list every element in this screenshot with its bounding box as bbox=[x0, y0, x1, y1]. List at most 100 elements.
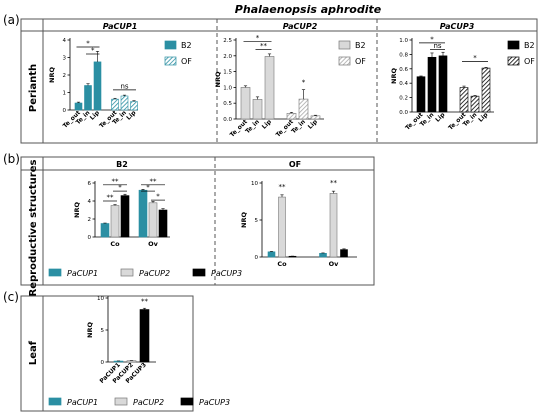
x-category-label: Lip bbox=[125, 109, 138, 122]
bar bbox=[310, 115, 321, 120]
bar bbox=[139, 309, 150, 363]
legend-swatch bbox=[507, 56, 520, 66]
legend-swatch bbox=[180, 397, 194, 406]
y-tick-label: 10 bbox=[251, 181, 258, 187]
y-axis-label: NRQ bbox=[73, 202, 81, 218]
x-category-label: Lip bbox=[477, 111, 490, 124]
y-tick-label: 5 bbox=[255, 218, 259, 224]
bar bbox=[267, 251, 276, 258]
bar bbox=[84, 85, 92, 111]
chart-title: PaCUP1 bbox=[103, 22, 138, 31]
y-tick-label: 1.0 bbox=[399, 38, 408, 44]
bar bbox=[481, 67, 491, 113]
chart-5: OF 0 5 10 NRQ Co Ov ** ** bbox=[240, 160, 357, 268]
significance-label: ** bbox=[260, 42, 268, 50]
y-tick-label: 2.0 bbox=[223, 54, 232, 60]
legend-swatch bbox=[338, 56, 351, 66]
y-tick-label: 2 bbox=[63, 73, 67, 79]
y-tick-label: 0.6 bbox=[399, 67, 408, 73]
legend-swatch bbox=[507, 40, 520, 50]
panel-b-row-label: Reproductive structures bbox=[28, 159, 39, 296]
legend-label: PaCUP2 bbox=[139, 269, 170, 278]
y-tick-label: 2.5 bbox=[223, 38, 232, 44]
bar bbox=[138, 189, 148, 238]
figure-title: Phalaenopsis aphrodite bbox=[235, 3, 382, 16]
y-tick-label: 10 bbox=[97, 296, 104, 302]
legend-pacup1: B2 OF bbox=[164, 40, 192, 66]
y-tick-label: 0 bbox=[101, 360, 105, 366]
significance-label: ** bbox=[107, 194, 115, 202]
y-tick-label: 0.4 bbox=[399, 81, 408, 87]
x-category-label: Te_in bbox=[290, 118, 307, 135]
significance-label: * bbox=[302, 78, 306, 86]
significance-label: * bbox=[86, 40, 90, 48]
bar bbox=[74, 102, 83, 111]
x-category-label: Lip bbox=[307, 118, 320, 131]
bar bbox=[416, 76, 426, 113]
bar bbox=[148, 202, 158, 238]
legend-swatch bbox=[48, 397, 62, 406]
bar bbox=[130, 101, 138, 111]
bar bbox=[459, 87, 469, 113]
bar bbox=[240, 87, 251, 120]
y-tick-label: 1 bbox=[63, 91, 67, 97]
y-tick-label: 0 bbox=[255, 255, 259, 261]
bar bbox=[298, 98, 309, 120]
x-category-label: Lip bbox=[261, 118, 274, 131]
y-tick-label: 3 bbox=[63, 56, 67, 62]
chart-title: PaCUP3 bbox=[440, 22, 475, 31]
panel-a-frame bbox=[20, 18, 538, 144]
legend-swatch bbox=[192, 268, 206, 277]
legend-label: OF bbox=[524, 57, 535, 66]
x-category-label: Te_in bbox=[244, 118, 261, 135]
y-tick-label: 0 bbox=[63, 108, 67, 114]
legend-swatch bbox=[120, 268, 134, 277]
significance-label: ** bbox=[330, 179, 338, 187]
legend-label: B2 bbox=[355, 41, 366, 50]
significance-label: ** bbox=[112, 177, 120, 185]
legend-reproductive: PaCUP1 PaCUP2 PaCUP3 bbox=[48, 268, 242, 278]
legend-label: OF bbox=[355, 57, 366, 66]
bar bbox=[100, 223, 110, 238]
y-tick-label: 0 bbox=[88, 235, 92, 241]
significance-label: * bbox=[473, 54, 477, 62]
legend-pacup3: B2 OF bbox=[507, 40, 535, 66]
y-tick-label: 4 bbox=[88, 199, 92, 205]
panel-b-frame bbox=[20, 156, 375, 286]
bar bbox=[110, 205, 120, 238]
y-tick-label: 0.8 bbox=[399, 52, 408, 58]
bar bbox=[93, 61, 102, 111]
x-category-label: Lip bbox=[89, 109, 102, 122]
x-category-label: Ov bbox=[148, 240, 159, 248]
y-tick-label: 2 bbox=[88, 217, 92, 223]
bar bbox=[278, 196, 286, 258]
panel-c-row-label: Leaf bbox=[28, 340, 39, 365]
charts-layer: PaCUP101234NRQTe_outTe_inLipTe_outTe_inL… bbox=[48, 22, 494, 385]
bar bbox=[252, 99, 263, 120]
legend-label: OF bbox=[181, 57, 192, 66]
bar bbox=[120, 95, 129, 111]
legend-label: PaCUP3 bbox=[211, 269, 242, 278]
y-axis-label: NRQ bbox=[240, 212, 248, 228]
legend-leaf: PaCUP1 PaCUP2 PaCUP3 bbox=[48, 397, 230, 407]
bar bbox=[329, 193, 338, 258]
chart-title: OF bbox=[289, 160, 301, 169]
y-tick-label: 0.0 bbox=[399, 110, 408, 116]
legend-swatch bbox=[164, 40, 177, 50]
bar bbox=[340, 249, 348, 258]
x-category-label: Ov bbox=[329, 260, 340, 268]
y-tick-label: 0.2 bbox=[399, 96, 408, 102]
significance-label: ** bbox=[150, 177, 158, 185]
bar bbox=[120, 195, 130, 238]
chart-1: PaCUP101234NRQTe_outTe_inLipTe_outTe_inL… bbox=[48, 22, 138, 130]
y-tick-label: 0.5 bbox=[223, 101, 232, 107]
chart-title: PaCUP2 bbox=[283, 22, 318, 31]
panel-a-letter: (a) bbox=[3, 13, 20, 27]
significance-label: * bbox=[256, 34, 260, 42]
bar bbox=[286, 113, 297, 120]
panel-b-letter: (b) bbox=[3, 152, 20, 166]
x-category-label: Co bbox=[277, 260, 287, 268]
y-tick-label: 1.5 bbox=[223, 70, 232, 76]
